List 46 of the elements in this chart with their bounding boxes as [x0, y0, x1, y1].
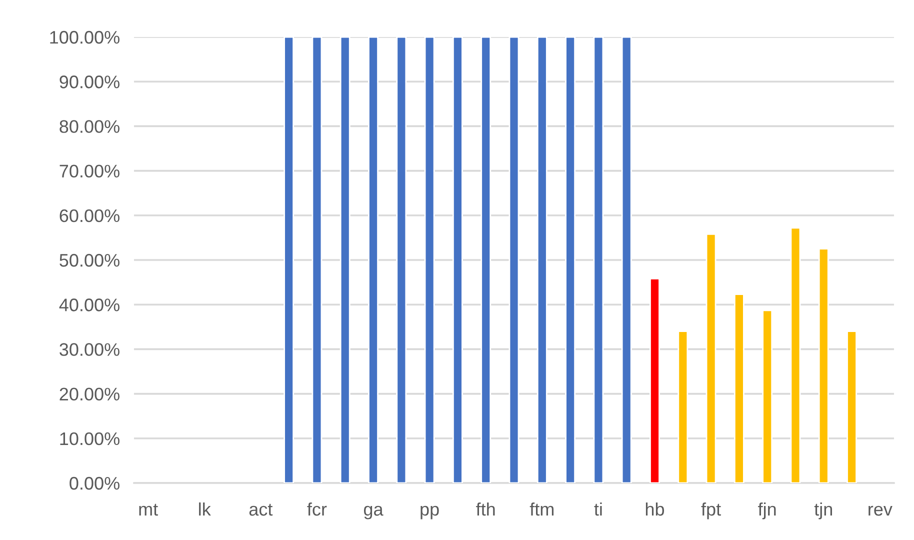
x-tick-label: ga [364, 506, 384, 520]
y-tick-label: 30.00% [60, 343, 120, 356]
bar [734, 294, 744, 483]
bar [368, 37, 378, 483]
y-tick-label: 40.00% [59, 298, 120, 312]
bar [593, 37, 604, 483]
y-tick-label: 10.00% [60, 432, 120, 446]
x-tick-label: rev [868, 506, 892, 516]
y-tick-label: 100.00% [50, 30, 120, 44]
x-tick-label: ftm [530, 502, 554, 516]
x-tick-label: lk [199, 502, 211, 516]
bar [396, 37, 407, 483]
bar [650, 278, 660, 483]
x-tick-label: fpt [701, 502, 721, 520]
y-tick-label: 20.00% [60, 388, 120, 401]
bar [818, 248, 829, 483]
bar [621, 37, 632, 483]
x-tick-label: pp [420, 506, 439, 520]
bar [790, 227, 801, 483]
y-tick-label: 60.00% [60, 209, 120, 222]
x-tick-label: ti [594, 502, 602, 516]
bar [312, 37, 322, 483]
x-tick-label: mt [139, 504, 158, 516]
bar [424, 37, 435, 483]
y-tick-label: 70.00% [60, 164, 120, 178]
y-tick-label: 50.00% [60, 254, 120, 267]
bar [678, 330, 688, 483]
bar [846, 330, 857, 483]
bar [284, 37, 294, 483]
bar [762, 310, 773, 483]
x-tick-label: act [249, 504, 273, 516]
x-tick-label: fcr [307, 502, 327, 516]
x-tick-label: fth [476, 502, 495, 516]
x-tick-label: fjn [758, 502, 776, 520]
y-tick-label: 80.00% [60, 120, 120, 133]
x-tick-label: tjn [814, 502, 832, 520]
bar [536, 37, 548, 483]
bar [508, 37, 520, 483]
bar [340, 37, 350, 483]
bar [706, 233, 716, 483]
bar [452, 37, 463, 483]
y-tick-label: 0.00% [70, 476, 120, 490]
bar [480, 37, 492, 483]
x-tick-label: hb [646, 502, 664, 516]
y-tick-label: 90.00% [60, 76, 120, 88]
bar [565, 37, 576, 483]
